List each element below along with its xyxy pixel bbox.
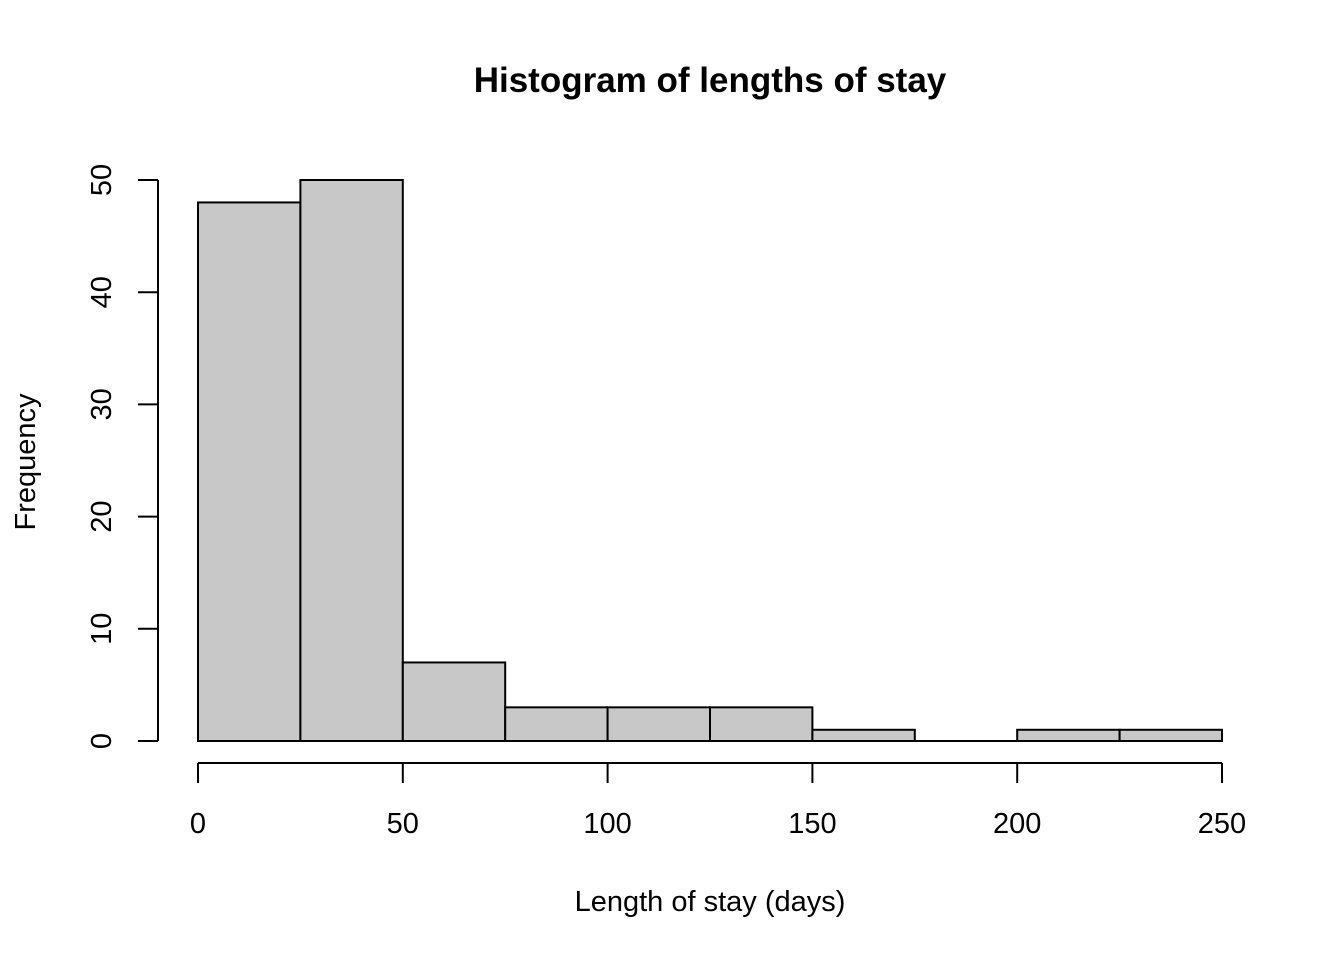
x-tick-label: 200 <box>993 808 1041 840</box>
histogram-bar <box>1118 728 1223 743</box>
x-tick-label: 150 <box>788 808 836 840</box>
histogram-bar <box>401 661 507 743</box>
x-tick-label: 100 <box>583 808 631 840</box>
histogram-bar <box>811 728 916 743</box>
histogram-bar <box>709 706 814 743</box>
y-axis-label: Frequency <box>10 393 42 531</box>
histogram-bar <box>606 706 711 743</box>
histogram-bar <box>299 179 404 742</box>
x-tick-label: 250 <box>1198 808 1246 840</box>
y-tick-label: 20 <box>86 500 118 532</box>
y-axis: 0 10 20 30 40 50 <box>86 164 159 749</box>
bars-group <box>197 179 1223 743</box>
x-axis: 0 50 100 150 200 250 <box>190 762 1246 840</box>
histogram-bar <box>197 201 302 742</box>
y-tick-label: 10 <box>86 613 118 645</box>
histogram-bar <box>504 706 609 743</box>
x-tick-label: 50 <box>387 808 419 840</box>
y-tick-label: 30 <box>86 388 118 420</box>
histogram-bar <box>1016 728 1121 743</box>
y-tick-label: 50 <box>86 164 118 196</box>
x-tick-label: 0 <box>190 808 206 840</box>
y-tick-label: 40 <box>86 276 118 308</box>
chart-title: Histogram of lengths of stay <box>474 61 947 100</box>
x-axis-label: Length of stay (days) <box>575 886 846 918</box>
y-tick-label: 0 <box>86 733 118 749</box>
